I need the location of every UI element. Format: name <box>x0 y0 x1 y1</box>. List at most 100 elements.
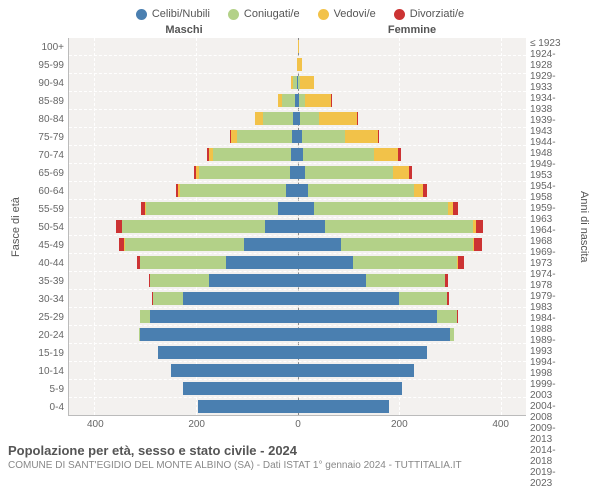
bar-segment <box>393 166 408 179</box>
male-bar <box>69 148 298 161</box>
bar-row <box>69 110 526 128</box>
age-label: 95-99 <box>24 56 64 74</box>
female-bar <box>298 310 527 323</box>
bar-segment <box>298 328 450 341</box>
bar-segment <box>298 166 305 179</box>
bar-segment <box>213 148 292 161</box>
plot-area <box>68 38 526 416</box>
legend: Celibi/NubiliConiugati/eVedovi/eDivorzia… <box>8 8 592 20</box>
male-bar <box>69 40 298 53</box>
birth-year-label: 1929-1933 <box>530 71 576 93</box>
female-bar <box>298 220 527 233</box>
legend-swatch <box>228 9 239 20</box>
birth-year-label: 1944-1948 <box>530 137 576 159</box>
bar-segment <box>298 40 299 53</box>
male-bar <box>69 238 298 251</box>
y-axis-right-labels: ≤ 19231924-19281929-19331934-19381939-19… <box>526 38 576 416</box>
female-bar <box>298 364 527 377</box>
male-bar <box>69 274 298 287</box>
bar-segment <box>474 238 482 251</box>
female-bar <box>298 238 527 251</box>
female-bar <box>298 184 527 197</box>
bar-row <box>69 290 526 308</box>
bar-segment <box>199 166 290 179</box>
bar-segment <box>423 184 427 197</box>
male-bar <box>69 58 298 71</box>
bar-segment <box>298 400 389 413</box>
x-ticks: 4002000200400 <box>70 419 526 433</box>
bar-segment <box>378 130 380 143</box>
bar-row <box>69 254 526 272</box>
bar-segment <box>314 202 449 215</box>
age-label: 70-74 <box>24 146 64 164</box>
bar-segment <box>140 328 297 341</box>
bar-segment <box>450 328 454 341</box>
x-tick-label: 200 <box>188 419 205 430</box>
x-tick-label: 400 <box>492 419 509 430</box>
bar-segment <box>453 202 458 215</box>
birth-year-label: 1989-1993 <box>530 335 576 357</box>
female-bar <box>298 58 527 71</box>
bar-segment <box>298 220 326 233</box>
male-bar <box>69 310 298 323</box>
birth-year-label: 1999-2003 <box>530 379 576 401</box>
age-label: 40-44 <box>24 254 64 272</box>
female-bar <box>298 40 527 53</box>
female-bar <box>298 328 527 341</box>
bar-segment <box>282 94 295 107</box>
y-axis-left-title: Fasce di età <box>8 38 24 416</box>
bar-segment <box>298 58 302 71</box>
female-bar <box>298 274 527 287</box>
age-label: 65-69 <box>24 164 64 182</box>
bar-segment <box>476 220 483 233</box>
bar-segment <box>180 184 287 197</box>
legend-swatch <box>394 9 405 20</box>
bar-row <box>69 92 526 110</box>
bar-segment <box>237 130 293 143</box>
bar-segment <box>399 292 447 305</box>
age-label: 5-9 <box>24 380 64 398</box>
legend-item: Divorziati/e <box>394 8 464 20</box>
male-bar <box>69 292 298 305</box>
x-tick-label: 200 <box>391 419 408 430</box>
gender-labels: Maschi Femmine <box>8 24 592 36</box>
bar-segment <box>345 130 378 143</box>
bar-segment <box>298 274 367 287</box>
bar-segment <box>255 112 263 125</box>
population-pyramid-chart: Celibi/NubiliConiugati/eVedovi/eDivorzia… <box>0 0 600 500</box>
bar-segment <box>437 310 457 323</box>
bar-segment <box>226 256 297 269</box>
bar-segment <box>125 238 244 251</box>
bar-segment <box>357 112 358 125</box>
bar-segment <box>298 346 427 359</box>
age-label: 10-14 <box>24 362 64 380</box>
male-bar <box>69 220 298 233</box>
age-label: 45-49 <box>24 236 64 254</box>
bar-segment <box>209 274 298 287</box>
male-bar <box>69 166 298 179</box>
y-axis-left-labels: 100+95-9990-9485-8980-8475-7970-7465-696… <box>24 38 68 416</box>
bar-segment <box>300 112 319 125</box>
legend-label: Vedovi/e <box>334 8 376 20</box>
bar-segment <box>331 94 332 107</box>
bar-segment <box>298 364 415 377</box>
birth-year-label: ≤ 1923 <box>530 38 576 49</box>
bar-segment <box>305 166 394 179</box>
birth-year-label: 1974-1978 <box>530 269 576 291</box>
bar-row <box>69 128 526 146</box>
bar-row <box>69 38 526 56</box>
bar-segment <box>409 166 412 179</box>
female-bar <box>298 148 527 161</box>
male-bar <box>69 94 298 107</box>
bar-segment <box>298 292 400 305</box>
bar-segment <box>153 292 183 305</box>
bar-segment <box>146 202 278 215</box>
birth-year-label: 1939-1943 <box>530 115 576 137</box>
female-bar <box>298 112 527 125</box>
male-bar <box>69 400 298 413</box>
legend-label: Coniugati/e <box>244 8 300 20</box>
age-label: 15-19 <box>24 344 64 362</box>
age-label: 20-24 <box>24 326 64 344</box>
age-label: 100+ <box>24 38 64 56</box>
bar-row <box>69 74 526 92</box>
